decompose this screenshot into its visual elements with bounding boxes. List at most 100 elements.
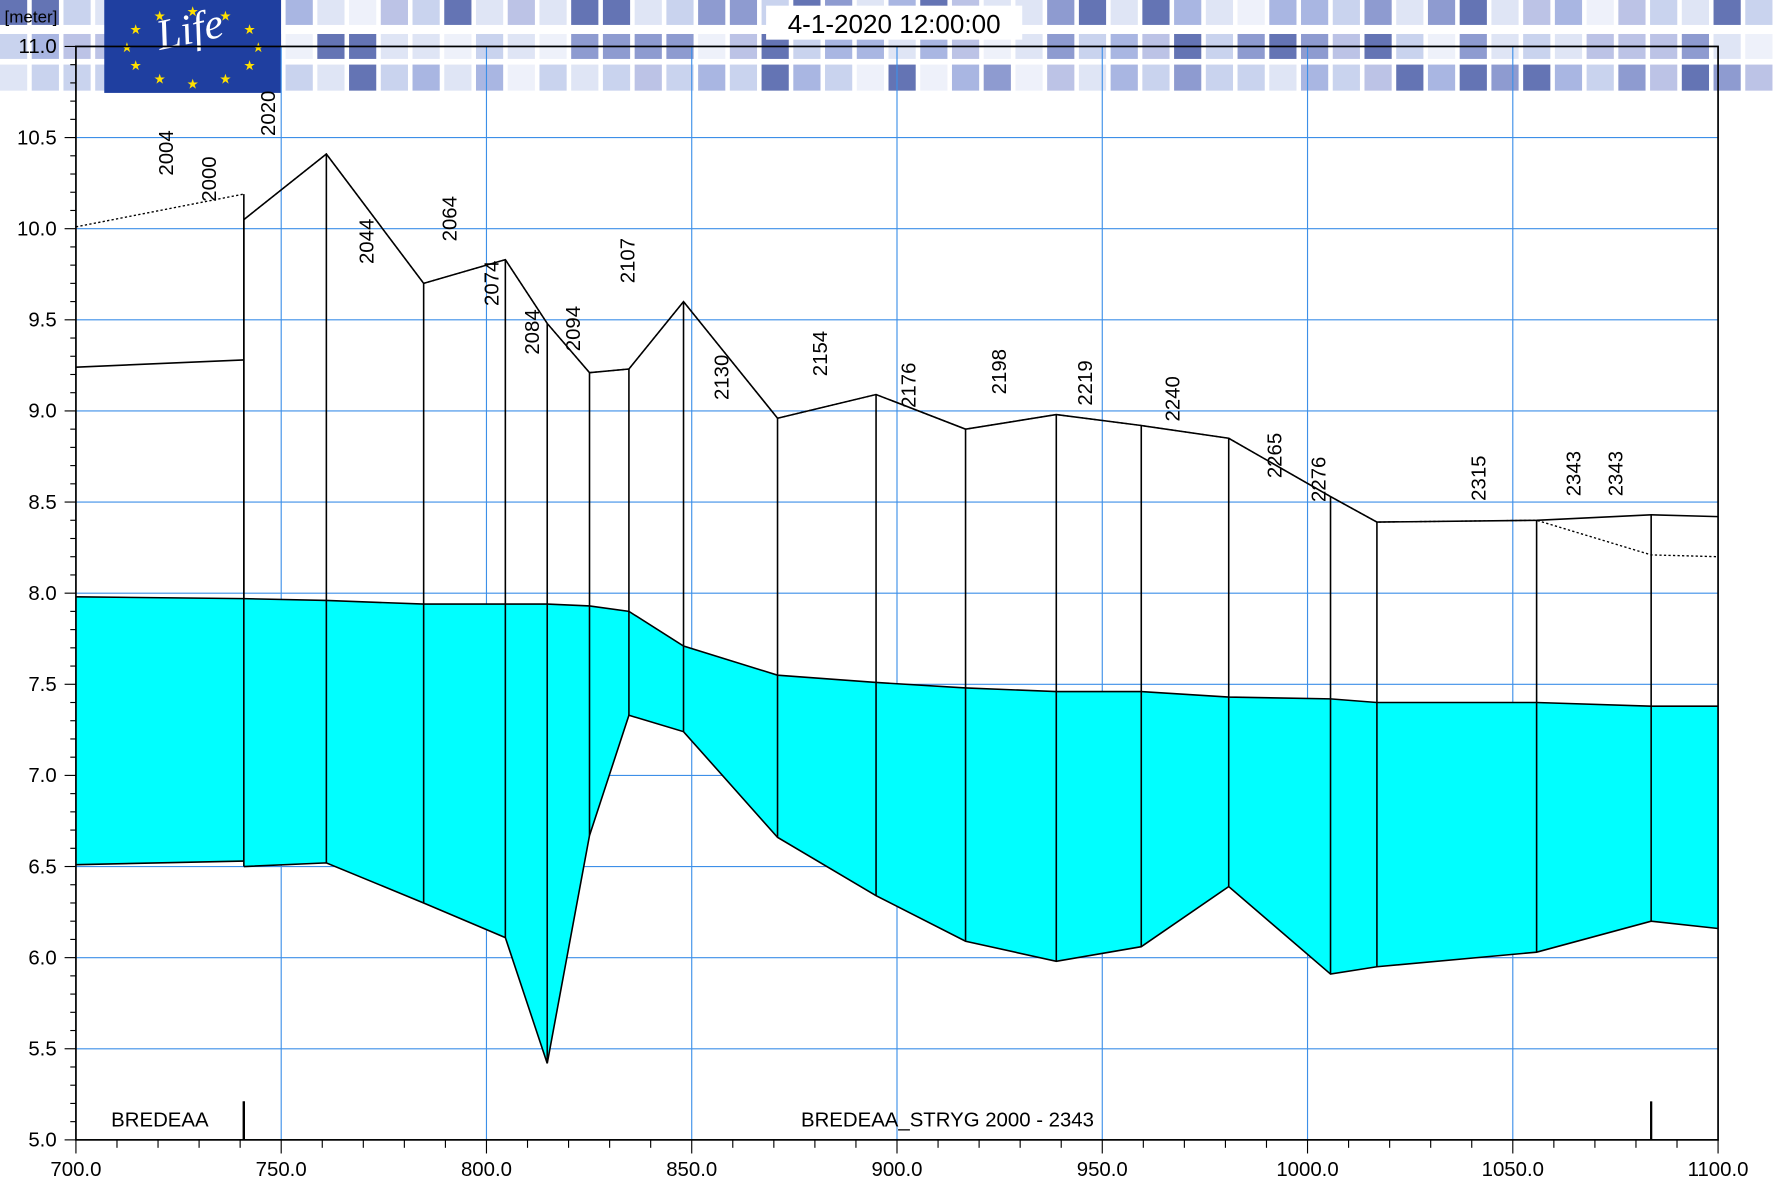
tile <box>698 0 726 25</box>
section-label: 2265 <box>1264 433 1286 478</box>
plot-area: BREDEAA BREDEAA_STRYG 2000 - 2343 2004 2000… <box>17 36 1748 1181</box>
tile <box>1650 64 1678 91</box>
x-tick-label: 1000.0 <box>1276 1159 1338 1181</box>
tile <box>349 64 377 91</box>
tile <box>602 0 631 25</box>
tile <box>507 64 535 91</box>
tile <box>1745 33 1773 59</box>
water-surface-line <box>75 596 244 600</box>
tile <box>571 64 599 91</box>
tile <box>666 64 694 91</box>
tile <box>1110 0 1138 25</box>
logo-star: ★ <box>130 58 142 73</box>
tile <box>1745 0 1773 25</box>
tile <box>0 33 28 59</box>
tile <box>1364 0 1392 25</box>
section-label: 2064 <box>439 196 461 241</box>
tile <box>317 0 345 25</box>
section-label: 2315 <box>1468 455 1490 500</box>
y-tick-label: 7.5 <box>28 674 56 696</box>
tile <box>1301 64 1329 91</box>
tile <box>920 64 948 91</box>
tile <box>285 0 313 25</box>
tile <box>1681 0 1710 25</box>
tile <box>475 0 504 25</box>
y-tick-label: 5.0 <box>28 1130 56 1152</box>
logo-star: ★ <box>187 4 199 19</box>
tile <box>444 0 472 25</box>
logo-star: ★ <box>121 40 133 55</box>
logo-star: ★ <box>243 58 255 73</box>
tile <box>888 64 916 91</box>
tile <box>380 0 408 25</box>
section-label: 2276 <box>1309 457 1331 502</box>
tile <box>1523 0 1551 25</box>
tile <box>1078 64 1107 91</box>
y-tick-label: 8.5 <box>28 492 56 514</box>
section-label: 2198 <box>989 349 1011 394</box>
tile <box>539 0 567 25</box>
tile <box>1047 64 1075 91</box>
y-tick-label: 9.5 <box>28 310 56 332</box>
logo-star: ★ <box>252 40 264 55</box>
tile <box>31 64 59 91</box>
y-tick-label: 8.0 <box>28 583 56 605</box>
tile <box>1427 0 1456 25</box>
tile <box>1269 0 1297 25</box>
x-tick-label: 850.0 <box>666 1159 717 1181</box>
branch-label: BREDEAA <box>111 1109 209 1131</box>
tile <box>1015 64 1043 91</box>
y-tick-label: 6.5 <box>28 856 56 878</box>
section-label: 2004 <box>156 130 178 175</box>
tile <box>1047 0 1075 25</box>
tile <box>380 64 408 91</box>
section-label: 2240 <box>1162 376 1184 421</box>
tile <box>1174 64 1202 91</box>
section-label: 2154 <box>810 331 832 376</box>
tile <box>1523 64 1551 91</box>
tile <box>1078 0 1107 25</box>
tile <box>31 33 59 59</box>
tile <box>951 64 980 91</box>
tile <box>793 64 821 91</box>
tile <box>1427 64 1456 91</box>
y-tick-label: 10.0 <box>17 218 57 240</box>
x-tick-label: 900.0 <box>871 1159 922 1181</box>
tile <box>1586 0 1614 25</box>
timestamp-box <box>766 5 1023 40</box>
tile <box>666 0 694 25</box>
tile <box>729 64 758 91</box>
y-unit-label: [meter] <box>5 8 58 27</box>
x-tick-label: 700.0 <box>50 1159 101 1181</box>
tile <box>1554 0 1583 25</box>
tile <box>1396 0 1424 25</box>
timestamp: 4-1-2020 12:00:00 <box>788 9 1001 39</box>
tile <box>729 0 758 25</box>
tile <box>983 64 1011 91</box>
x-tick-label: 750.0 <box>256 1159 307 1181</box>
tile <box>349 0 377 25</box>
x-tick-label: 1100.0 <box>1688 1159 1749 1181</box>
tile <box>1332 64 1360 91</box>
tile <box>1301 0 1329 25</box>
tile <box>0 64 28 91</box>
bank-dotted-line <box>75 193 244 228</box>
tile <box>634 0 662 25</box>
bed-line <box>75 860 244 866</box>
logo-star: ★ <box>219 72 231 87</box>
logo-star: ★ <box>219 9 231 24</box>
tile <box>1491 0 1519 25</box>
section-label: 2130 <box>711 355 733 400</box>
section-label: 2000 <box>199 156 221 201</box>
tile <box>1237 64 1265 91</box>
logo-star: ★ <box>154 72 166 87</box>
tile <box>1332 0 1360 25</box>
tile <box>1618 0 1646 25</box>
section-label: 2084 <box>522 309 544 354</box>
y-tick-label: 9.0 <box>28 401 56 423</box>
tile <box>1618 64 1646 91</box>
logo-star: ★ <box>243 22 255 37</box>
tile <box>856 64 884 91</box>
tile <box>698 64 726 91</box>
